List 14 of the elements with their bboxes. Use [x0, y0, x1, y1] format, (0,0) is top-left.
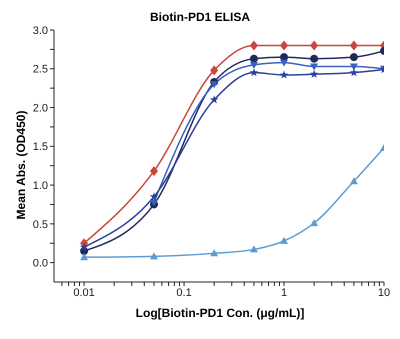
x-tick-label: 1 — [280, 286, 288, 299]
y-tick-label: 2.0 — [32, 102, 48, 114]
y-tick-label: 0.5 — [32, 218, 48, 231]
chart-title: Biotin-PD1 ELISA — [148, 10, 251, 24]
x-tick-label: 0.1 — [176, 286, 192, 299]
y-tick-label: 1.5 — [32, 141, 48, 154]
x-axis-title: Log[Biotin-PD1 Con. (μg/mL)] — [134, 306, 306, 320]
y-tick-label: 3.0 — [32, 24, 48, 37]
y-tick-label: 1.0 — [32, 180, 48, 192]
y-axis-title: Mean Abs. (OD450) — [14, 110, 28, 222]
y-tick-label: 2.5 — [32, 64, 48, 76]
x-tick-label: 10 — [378, 286, 390, 299]
x-tick-label: 0.01 — [73, 286, 95, 299]
y-tick-label: 0.0 — [32, 258, 48, 270]
